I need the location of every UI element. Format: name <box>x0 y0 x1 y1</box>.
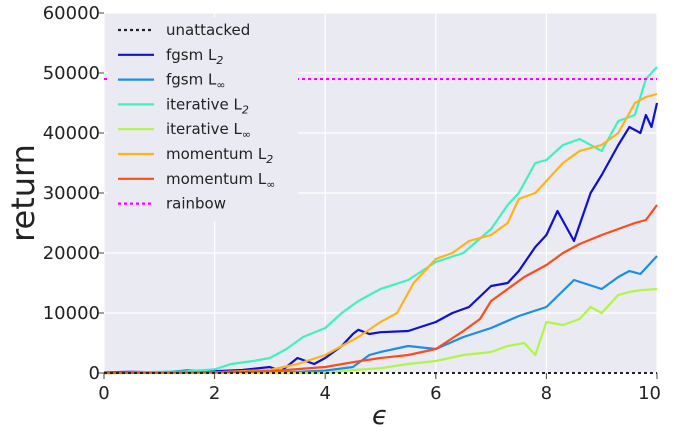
legend-label-subscript: ∞ <box>216 79 225 92</box>
legend-label: momentum L2 <box>166 145 273 166</box>
series-line-fgsm-l2 <box>103 102 659 374</box>
legend-label-subscript: 2 <box>216 54 223 67</box>
legend-label-base: iterative L <box>166 95 243 113</box>
y-axis-ticks: 0 10000 20000 30000 40000 50000 60000 <box>43 3 104 384</box>
legend-label: unattacked <box>166 21 250 39</box>
x-tick-label: 10 <box>638 383 661 404</box>
x-axis-title: ϵ <box>372 401 388 431</box>
legend-label-base: unattacked <box>166 21 250 39</box>
legend-label: fgsm L∞ <box>166 71 226 92</box>
legend-label-base: rainbow <box>166 195 226 213</box>
x-axis-ticks: 0 2 4 6 8 10 <box>98 373 661 404</box>
legend-label-base: iterative L <box>166 120 243 138</box>
legend-label: iterative L∞ <box>166 120 251 141</box>
series-line-iterative-l- <box>104 287 658 375</box>
legend-label-base: momentum L <box>166 170 267 188</box>
legend-label-subscript: 2 <box>266 153 273 166</box>
y-tick-label: 60000 <box>43 3 100 24</box>
x-tick-label: 4 <box>319 383 330 404</box>
legend-label: momentum L∞ <box>166 170 275 191</box>
legend-label-base: momentum L <box>166 145 267 163</box>
y-tick-label: 20000 <box>43 243 100 264</box>
x-tick-label: 2 <box>209 383 220 404</box>
y-tick-label: 50000 <box>43 63 100 84</box>
legend-label-subscript: ∞ <box>242 128 251 141</box>
legend-label: fgsm L2 <box>166 46 223 67</box>
x-tick-label: 8 <box>541 383 552 404</box>
y-axis-title: return <box>4 144 42 242</box>
series-line-iterative-l2 <box>103 66 658 375</box>
legend-label: rainbow <box>166 195 226 213</box>
series-line-momentum-l- <box>103 204 658 375</box>
y-tick-label: 0 <box>89 363 100 384</box>
x-tick-label: 0 <box>98 383 109 404</box>
legend-box <box>108 17 298 222</box>
y-tick-label: 10000 <box>43 303 100 324</box>
y-tick-label: 30000 <box>43 183 100 204</box>
legend-label-subscript: 2 <box>242 103 249 116</box>
legend-label: iterative L2 <box>166 95 249 116</box>
x-tick-label: 6 <box>430 383 441 404</box>
legend-label-base: fgsm L <box>166 71 217 89</box>
y-tick-label: 40000 <box>43 123 100 144</box>
legend-label-subscript: ∞ <box>266 178 275 191</box>
legend-label-base: fgsm L <box>166 46 217 64</box>
series-line-momentum-l2 <box>103 92 658 375</box>
